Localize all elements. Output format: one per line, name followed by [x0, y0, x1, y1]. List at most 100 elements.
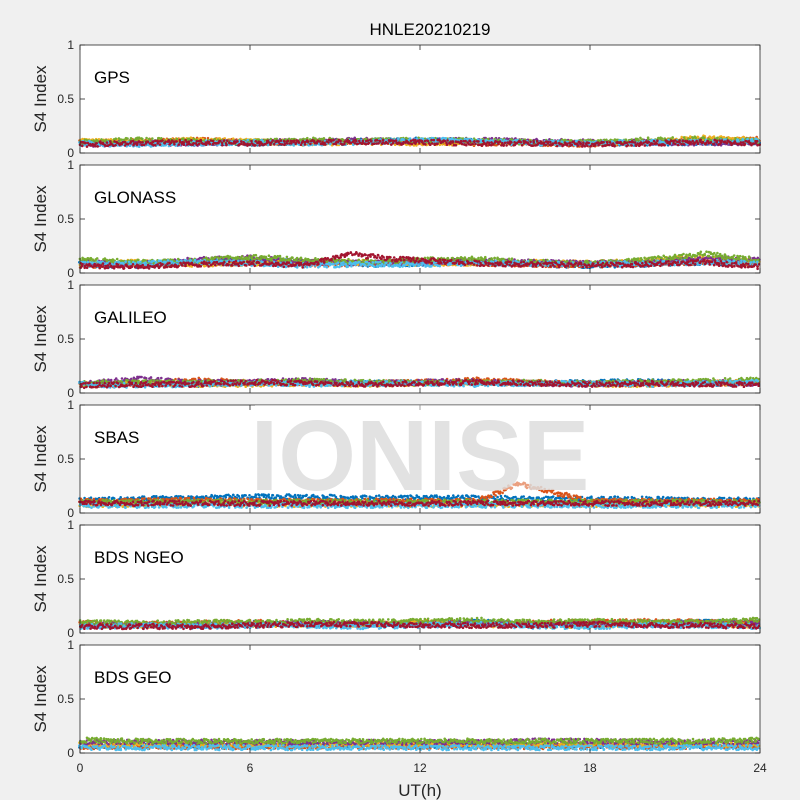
- data-point: [114, 137, 118, 140]
- data-point: [485, 144, 488, 147]
- data-point: [386, 142, 390, 145]
- data-point: [173, 143, 176, 146]
- data-point: [465, 143, 468, 147]
- data-point: [490, 136, 494, 140]
- data-point: [593, 144, 597, 147]
- data-point: [555, 144, 559, 148]
- data-point: [129, 137, 133, 140]
- data-point: [702, 136, 706, 140]
- data-point: [638, 143, 642, 147]
- data-point: [529, 140, 532, 144]
- data-point: [587, 141, 590, 145]
- data-point: [613, 144, 616, 148]
- data-point: [131, 139, 135, 143]
- data-point: [334, 142, 338, 146]
- data-point: [225, 143, 228, 147]
- data-point: [743, 142, 747, 146]
- data-point: [676, 140, 679, 144]
- chart-title: HNLE20210219: [370, 20, 491, 39]
- data-point: [373, 142, 376, 145]
- data-point: [112, 144, 115, 147]
- data-point: [555, 141, 558, 145]
- data-point: [306, 136, 309, 140]
- data-point: [712, 142, 715, 146]
- data-point: [126, 142, 130, 146]
- data-point: [532, 141, 535, 144]
- data-point: [246, 144, 249, 147]
- data-point: [175, 137, 179, 141]
- data-point: [199, 138, 203, 142]
- data-point: [424, 143, 427, 146]
- data-point: [223, 139, 226, 142]
- data-point: [105, 141, 109, 144]
- data-point: [279, 139, 283, 142]
- data-point: [549, 140, 552, 144]
- data-point: [332, 139, 335, 142]
- data-point: [676, 143, 680, 147]
- data-point: [182, 141, 186, 144]
- data-point: [225, 139, 229, 143]
- data-point: [397, 137, 400, 140]
- data-point: [211, 139, 215, 143]
- plot-area: [80, 45, 760, 153]
- data-point: [643, 144, 647, 147]
- data-point: [95, 142, 98, 145]
- data-point: [306, 140, 310, 143]
- data-point: [608, 141, 612, 144]
- data-point: [436, 142, 439, 146]
- data-point: [221, 143, 224, 147]
- data-point: [361, 139, 365, 143]
- data-point: [655, 142, 658, 145]
- data-point: [297, 141, 301, 144]
- data-point: [277, 140, 281, 143]
- data-point: [282, 139, 286, 143]
- data-point: [158, 143, 162, 146]
- panel-label: GPS: [94, 68, 130, 87]
- data-point: [272, 142, 276, 146]
- data-point: [137, 136, 141, 139]
- data-point: [460, 142, 464, 146]
- data-point: [369, 140, 373, 143]
- data-point: [668, 142, 671, 146]
- data-point: [126, 137, 129, 140]
- data-point: [570, 143, 574, 147]
- data-point: [691, 139, 694, 143]
- data-point: [602, 141, 605, 144]
- data-point: [605, 138, 608, 142]
- data-point: [318, 140, 322, 143]
- data-point: [498, 140, 502, 143]
- data-point: [650, 142, 654, 145]
- data-point: [630, 144, 633, 147]
- data-point: [94, 144, 97, 148]
- data-point: [520, 143, 524, 147]
- data-point: [375, 139, 379, 142]
- data-point: [206, 136, 210, 140]
- data-point: [551, 142, 555, 145]
- data-point: [114, 143, 117, 147]
- data-point: [709, 141, 713, 144]
- data-point: [582, 141, 585, 144]
- y-tick-label: 0.5: [57, 92, 74, 106]
- data-point: [154, 143, 157, 147]
- data-point: [141, 141, 144, 144]
- data-point: [292, 139, 296, 142]
- data-point: [100, 138, 103, 141]
- data-point: [519, 141, 523, 144]
- data-point: [740, 143, 743, 147]
- data-point: [626, 144, 630, 147]
- scatter-points: [78, 134, 761, 148]
- data-point: [510, 141, 513, 144]
- data-point: [309, 142, 312, 146]
- data-point: [656, 139, 659, 142]
- data-point: [505, 144, 508, 147]
- data-point: [394, 139, 398, 142]
- data-point: [469, 140, 472, 143]
- data-point: [137, 145, 141, 148]
- data-point: [736, 138, 740, 142]
- data-point: [377, 142, 380, 145]
- data-point: [246, 138, 249, 142]
- data-point: [471, 142, 475, 146]
